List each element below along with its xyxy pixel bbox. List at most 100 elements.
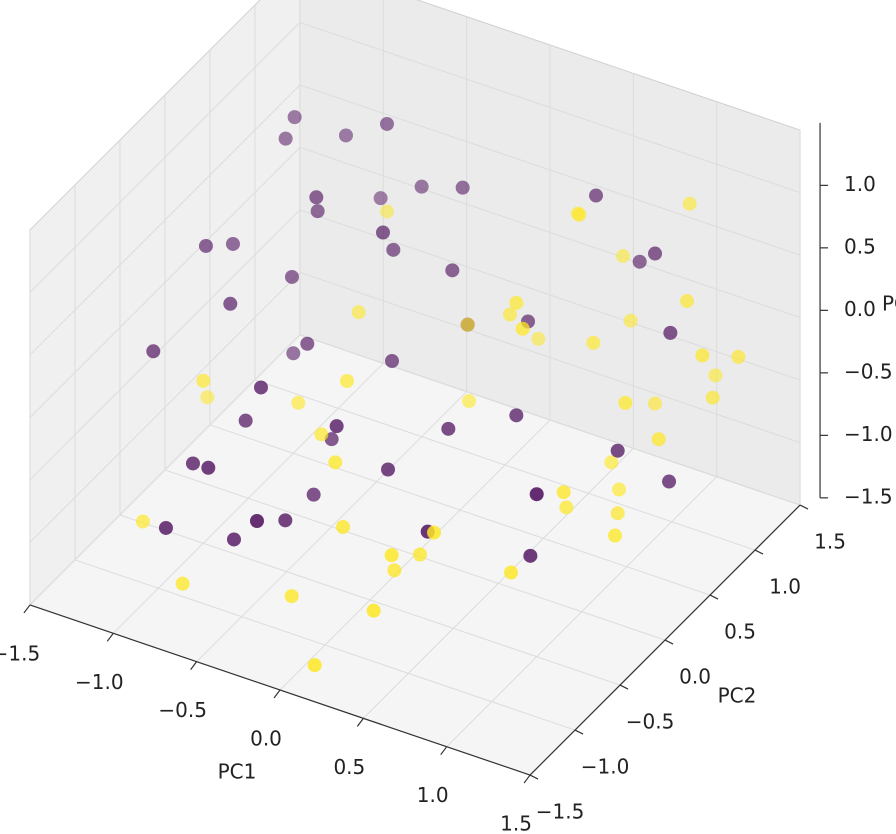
point (373, 191, 388, 206)
tick-mark (190, 661, 198, 671)
point (708, 368, 723, 383)
point (529, 487, 544, 502)
z-tick-label: −0.5 (844, 359, 893, 383)
point (589, 188, 604, 203)
point (504, 565, 519, 580)
point (336, 520, 350, 534)
point (291, 395, 306, 410)
point (198, 238, 213, 253)
point (286, 346, 301, 361)
point (623, 313, 638, 328)
point (455, 180, 470, 195)
tick-mark (619, 684, 629, 690)
point (618, 395, 633, 410)
point (413, 547, 428, 562)
point (338, 128, 353, 143)
y-tick-label: 0.0 (679, 665, 711, 689)
x-axis-label: PC1 (218, 760, 257, 784)
point (651, 432, 666, 447)
z-tick-label: −1.5 (844, 484, 893, 508)
point (379, 204, 394, 219)
z-tick-label: −1.0 (844, 422, 893, 446)
point (586, 335, 601, 350)
point (427, 525, 442, 540)
point (307, 658, 322, 673)
point (366, 603, 381, 618)
y-axis-label: PC2 (718, 684, 757, 708)
point (381, 462, 395, 477)
point (387, 563, 402, 578)
z-axis-label: PC3 (882, 292, 896, 316)
point (648, 396, 663, 411)
z-tick-label: 1.0 (844, 172, 876, 196)
x-tick-label: 1.5 (500, 812, 532, 834)
point (682, 196, 697, 211)
point (310, 204, 325, 219)
point (135, 514, 150, 529)
y-tick-label: 0.5 (724, 620, 756, 644)
point (695, 348, 710, 363)
point (608, 528, 623, 543)
x-tick-label: 0.5 (333, 755, 365, 779)
grid-line (299, 84, 801, 256)
point (196, 373, 211, 388)
point (610, 443, 625, 458)
points (135, 110, 746, 673)
point (610, 506, 625, 521)
grid-line (29, 22, 301, 293)
point (731, 349, 746, 364)
point (158, 520, 173, 535)
point (632, 254, 647, 269)
point (441, 421, 456, 436)
x-tick-label: −1.5 (0, 641, 40, 665)
point (175, 576, 190, 591)
grid-line (209, 424, 711, 596)
tick-mark (23, 604, 31, 614)
x-tick-label: 0.0 (250, 727, 282, 751)
grid-line (29, 334, 301, 606)
tick-mark (440, 746, 448, 756)
tick-mark (574, 729, 584, 735)
point (663, 325, 678, 340)
x-tick-label: −0.5 (158, 698, 207, 722)
point (648, 246, 663, 261)
point (284, 269, 299, 284)
point (238, 413, 253, 428)
point (509, 295, 524, 310)
point (604, 455, 619, 470)
axes: −1.5−1.0−0.50.00.51.01.5 −1.5−1.0−0.50.00… (0, 122, 893, 834)
z-tick-label: 0.5 (844, 234, 876, 258)
point (662, 474, 677, 489)
grid-line (29, 272, 301, 543)
point (287, 110, 302, 125)
z-tick-label: 0.0 (844, 297, 876, 321)
grid-line (74, 559, 576, 731)
grid-line (299, 21, 801, 194)
tick-mark (273, 689, 281, 699)
point (284, 589, 299, 604)
point (328, 455, 343, 470)
point (225, 236, 240, 251)
point (531, 331, 546, 346)
point (462, 394, 476, 408)
grid-line (29, 147, 301, 418)
point (680, 294, 695, 309)
point (329, 419, 344, 434)
tick-mark (356, 717, 364, 727)
panes (29, 0, 801, 776)
tick-mark (106, 632, 114, 642)
point (571, 206, 586, 221)
point (386, 242, 401, 257)
point (226, 532, 241, 547)
tick-mark (709, 594, 719, 600)
point (616, 249, 631, 264)
x-tick-label: −1.0 (75, 670, 124, 694)
point (559, 500, 574, 515)
x-tick-label: 1.0 (417, 783, 449, 807)
grid-line (254, 379, 756, 551)
y-tick-label: 1.0 (769, 575, 801, 599)
point (445, 263, 460, 278)
y-tick-label: −1.5 (536, 800, 585, 824)
grid-line (29, 84, 301, 356)
